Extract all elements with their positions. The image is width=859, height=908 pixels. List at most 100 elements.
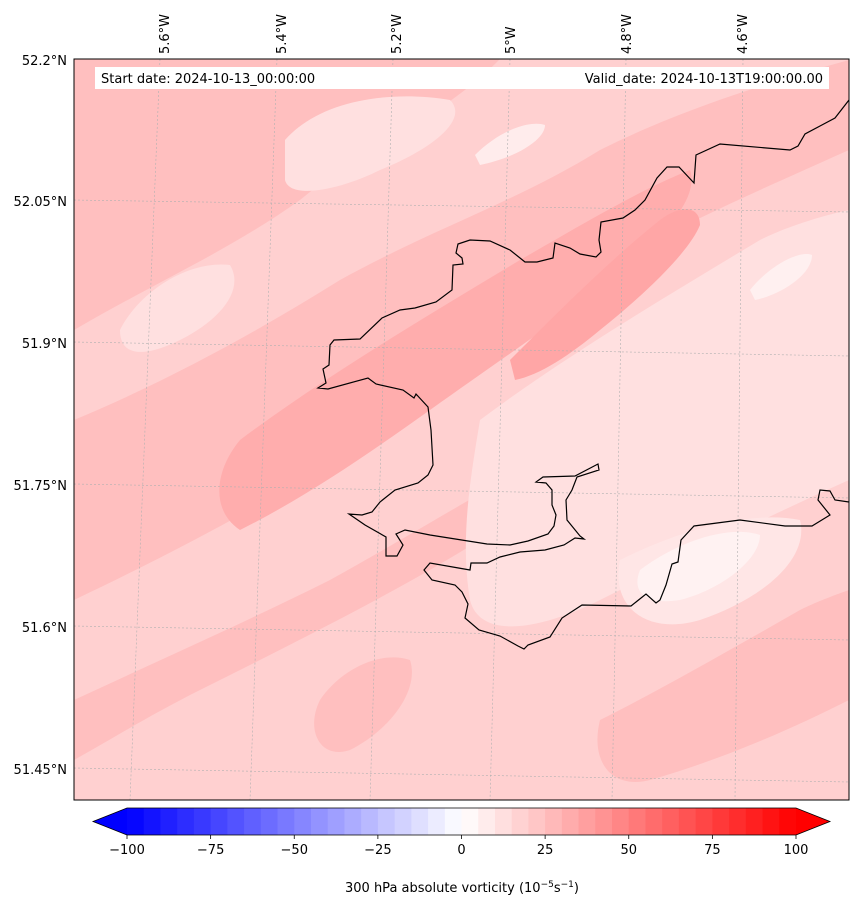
vorticity-band-medium bbox=[597, 590, 849, 782]
colorbar-segment bbox=[578, 808, 596, 835]
colorbar-segment bbox=[511, 808, 530, 835]
colorbar-segment bbox=[294, 808, 312, 835]
parallel-gridline bbox=[74, 483, 849, 499]
lat-label: 52.2°N bbox=[22, 54, 67, 69]
colorbar-segment bbox=[327, 808, 346, 835]
colorbar-segment bbox=[779, 808, 797, 835]
valid-date-label: Valid_date: 2024-10-13T19:00:00.00 bbox=[585, 72, 823, 87]
colorbar-segment bbox=[478, 808, 496, 835]
colorbar-segment bbox=[762, 808, 780, 835]
vorticity-patch-lightest bbox=[750, 254, 812, 300]
colorbar-tick-label: −50 bbox=[281, 843, 308, 858]
colorbar-segment bbox=[411, 808, 429, 835]
lat-label: 52.05°N bbox=[14, 195, 67, 210]
colorbar-segment bbox=[678, 808, 697, 835]
vorticity-patch-light bbox=[285, 96, 456, 191]
colorbar-segment bbox=[645, 808, 663, 835]
colorbar-segment bbox=[628, 808, 647, 835]
gridlines bbox=[74, 59, 849, 800]
vorticity-band-medium bbox=[314, 657, 412, 752]
colorbar-segment bbox=[244, 808, 262, 835]
colorbar-segment bbox=[177, 808, 195, 835]
parallel-gridline bbox=[74, 767, 849, 783]
vorticity-patch-light bbox=[120, 264, 235, 352]
coastline-main bbox=[316, 99, 849, 650]
colorbar-segment bbox=[662, 808, 680, 835]
colorbar-segment bbox=[361, 808, 379, 835]
colorbar-label-mid: s bbox=[554, 881, 561, 896]
meridian-gridline bbox=[369, 59, 394, 800]
colorbar-label-exp1: −5 bbox=[541, 880, 554, 890]
vorticity-band-strong bbox=[510, 209, 700, 380]
colorbar-segment bbox=[143, 808, 162, 835]
parallel-gridline bbox=[74, 341, 849, 357]
colorbar-segment bbox=[745, 808, 764, 835]
colorbar-tick-label: −25 bbox=[364, 843, 391, 858]
colorbar-segment bbox=[160, 808, 178, 835]
colorbar: −100 −75 −50 −25 0 25 50 75 100 300 hPa absolute… bbox=[91, 807, 832, 896]
info-box bbox=[95, 67, 829, 89]
lat-label: 51.45°N bbox=[14, 763, 67, 778]
colorbar-tick-label: 100 bbox=[784, 843, 809, 858]
colorbar-label-end: ) bbox=[574, 881, 579, 896]
lon-label: 5.2°W bbox=[390, 14, 405, 54]
colorbar-segment bbox=[595, 808, 613, 835]
lon-label: 4.6°W bbox=[736, 14, 751, 54]
colorbar-segment bbox=[695, 808, 713, 835]
colorbar-segment bbox=[545, 808, 563, 835]
colorbar-segment bbox=[561, 808, 580, 835]
colorbar-segment bbox=[127, 808, 145, 835]
colorbar-tick-label: −100 bbox=[109, 843, 145, 858]
map-frame bbox=[73, 58, 850, 801]
colorbar-segment bbox=[394, 808, 412, 835]
colorbar-segment bbox=[528, 808, 546, 835]
meridian-gridline bbox=[611, 59, 627, 800]
longitude-labels: 5.6°W 5.4°W 5.2°W 5°W 4.8°W 4.6°W bbox=[158, 14, 751, 54]
meridian-gridline bbox=[249, 59, 278, 800]
lon-label: 5.6°W bbox=[158, 14, 173, 54]
colorbar-tick-label: −75 bbox=[197, 843, 224, 858]
lon-label: 4.8°W bbox=[620, 14, 635, 54]
vorticity-band-medium bbox=[74, 450, 566, 760]
colorbar-label-exp2: −1 bbox=[561, 880, 574, 890]
colorbar-segment bbox=[612, 808, 630, 835]
colorbar-segment bbox=[444, 808, 463, 835]
lon-label: 5°W bbox=[504, 26, 519, 54]
meridian-gridline bbox=[734, 59, 744, 800]
colorbar-segment bbox=[210, 808, 228, 835]
lat-label: 51.75°N bbox=[14, 479, 67, 494]
colorbar-tick-label: 50 bbox=[620, 843, 637, 858]
colorbar-segments bbox=[127, 808, 797, 835]
map-panel bbox=[74, 59, 849, 800]
colorbar-label-text: 300 hPa absolute vorticity (10 bbox=[345, 881, 541, 896]
colorbar-segment bbox=[310, 808, 329, 835]
colorbar-extend-right bbox=[796, 808, 830, 835]
colorbar-segment bbox=[344, 808, 362, 835]
lon-label: 5.4°W bbox=[275, 14, 290, 54]
colorbar-segment bbox=[428, 808, 446, 835]
colorbar-segment bbox=[729, 808, 747, 835]
vorticity-patch-lightest bbox=[475, 123, 545, 165]
colorbar-segment bbox=[461, 808, 479, 835]
colorbar-tick-label: 25 bbox=[537, 843, 554, 858]
lat-label: 51.9°N bbox=[22, 337, 67, 352]
colorbar-extend-left bbox=[93, 808, 127, 835]
colorbar-segment bbox=[377, 808, 396, 835]
colorbar-segment bbox=[494, 808, 513, 835]
colorbar-segment bbox=[260, 808, 279, 835]
colorbar-segment bbox=[277, 808, 295, 835]
latitude-labels: 52.2°N 52.05°N 51.9°N 51.75°N 51.6°N 51.… bbox=[14, 54, 67, 778]
colorbar-segment bbox=[227, 808, 245, 835]
colorbar-segment bbox=[712, 808, 730, 835]
vorticity-patch-lightest bbox=[637, 531, 760, 602]
colorbar-segment bbox=[193, 808, 212, 835]
colorbar-tick-label: 75 bbox=[704, 843, 721, 858]
parallel-gridline bbox=[74, 199, 849, 213]
parallel-gridline bbox=[74, 625, 849, 641]
colorbar-ticks: −100 −75 −50 −25 0 25 50 75 100 bbox=[109, 835, 808, 858]
start-date-label: Start date: 2024-10-13_00:00:00 bbox=[101, 72, 315, 87]
vorticity-band-strong bbox=[219, 170, 692, 530]
colorbar-label: 300 hPa absolute vorticity (10−5s−1) bbox=[345, 880, 579, 896]
lat-label: 51.6°N bbox=[22, 621, 67, 636]
